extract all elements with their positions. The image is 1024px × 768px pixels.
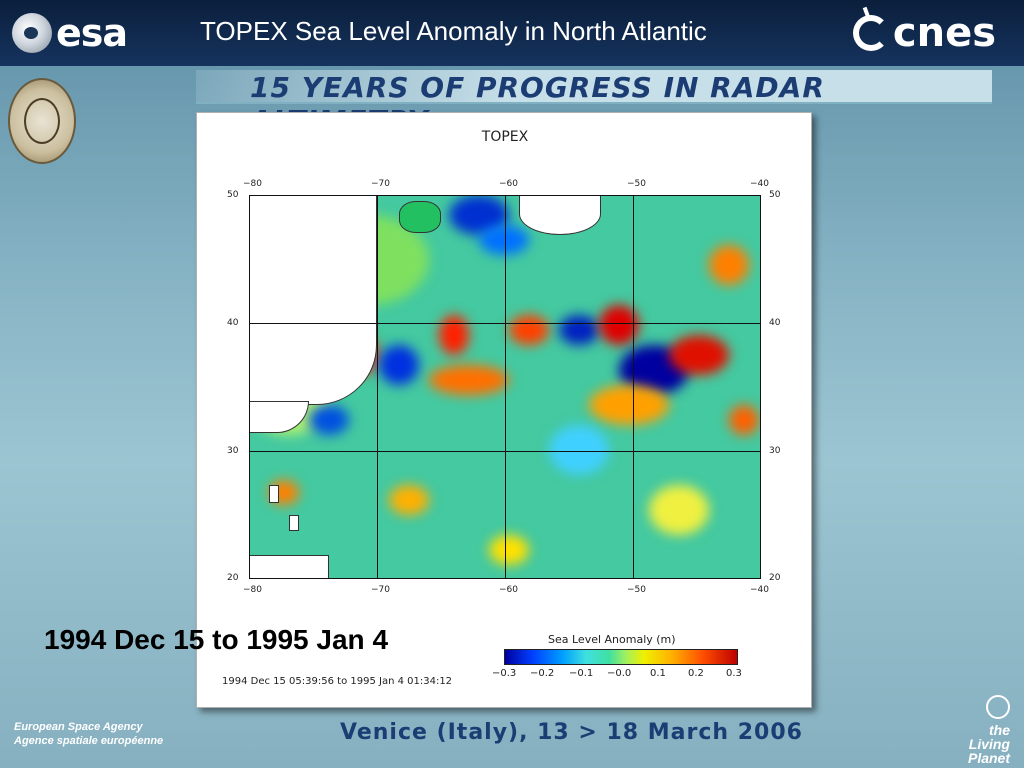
- x-tick-bottom: −60: [499, 585, 518, 595]
- colorbar-tick: 0.3: [726, 668, 742, 679]
- colorbar-tick: 0.2: [688, 668, 704, 679]
- sea-level-map: [249, 195, 761, 579]
- x-tick-bottom: −40: [750, 585, 769, 595]
- land-bahamas: [269, 485, 279, 503]
- colorbar-label: Sea Level Anomaly (m): [548, 633, 676, 646]
- y-tick-right: 30: [769, 446, 781, 456]
- anomaly-blob: [429, 365, 509, 395]
- anomaly-blob: [389, 485, 429, 515]
- map-border: [249, 195, 761, 579]
- slide-title: TOPEX Sea Level Anomaly in North Atlanti…: [200, 16, 707, 46]
- y-tick-right: 20: [769, 573, 781, 583]
- y-tick-left: 40: [227, 318, 239, 328]
- grid-line: [377, 195, 378, 579]
- living-planet-logo: the Living Planet: [940, 695, 1010, 765]
- anomaly-blob: [669, 335, 729, 375]
- anomaly-blob: [649, 485, 709, 535]
- colorbar-tick: −0.2: [530, 668, 555, 679]
- land-cuba: [249, 555, 329, 579]
- anomaly-blob: [729, 405, 759, 435]
- venue-text: Venice (Italy), 13 > 18 March 2006: [340, 720, 803, 745]
- anomaly-blob: [439, 315, 469, 355]
- x-tick-top: −70: [371, 179, 390, 189]
- conference-banner: 15 YEARS OF PROGRESS IN RADAR ALTIMETRY: [196, 70, 992, 137]
- x-tick-bottom: −50: [627, 585, 646, 595]
- living-planet-line-2: Living Planet: [967, 736, 1010, 766]
- header-bar: esa TOPEX Sea Level Anomaly in North Atl…: [0, 0, 1024, 66]
- y-tick-left: 30: [227, 446, 239, 456]
- land-bahamas: [289, 515, 299, 531]
- sea-level-figure: TOPEX −80 −70 −60 −50 −40 50 40 30 20 50…: [196, 112, 812, 708]
- esa-logo-text: esa: [56, 11, 128, 55]
- land-nova-scotia: [399, 201, 441, 233]
- esa-logo-icon: [12, 13, 52, 53]
- colorbar: [504, 649, 738, 665]
- anomaly-blob: [379, 345, 419, 385]
- living-planet-icon: [986, 695, 1010, 719]
- x-tick-bottom: −80: [243, 585, 262, 595]
- y-tick-right: 40: [769, 318, 781, 328]
- anomaly-blob: [589, 385, 669, 425]
- jhu-seal-icon: [8, 78, 76, 164]
- y-tick-left: 50: [227, 190, 239, 200]
- anomaly-blob: [559, 315, 599, 345]
- anomaly-blob: [479, 225, 529, 255]
- esa-logo: esa: [12, 10, 128, 56]
- anomaly-blob: [509, 315, 549, 345]
- agency-line-2: Agence spatiale européenne: [14, 735, 164, 747]
- figure-title: TOPEX: [481, 129, 529, 145]
- x-tick-top: −40: [750, 179, 769, 189]
- y-tick-left: 20: [227, 573, 239, 583]
- grid-line: [633, 195, 634, 579]
- agency-line-1: European Space Agency: [14, 721, 143, 733]
- anomaly-blob: [709, 245, 749, 285]
- anomaly-blob: [599, 305, 639, 345]
- colorbar-tick: −0.1: [569, 668, 594, 679]
- anomaly-blob: [489, 535, 529, 565]
- y-tick-right: 50: [769, 190, 781, 200]
- land-north-america: [249, 195, 377, 405]
- grid-line: [505, 195, 506, 579]
- x-tick-top: −60: [499, 179, 518, 189]
- date-caption: 1994 Dec 15 to 1995 Jan 4: [44, 624, 389, 655]
- grid-line: [249, 323, 761, 324]
- cnes-logo-text: cnes: [892, 10, 996, 56]
- cnes-logo-icon: [852, 15, 889, 51]
- x-tick-top: −50: [627, 179, 646, 189]
- jhu-seal-shield: [24, 98, 60, 144]
- land-newfoundland: [519, 195, 601, 235]
- date-range: 1994 Dec 15 05:39:56 to 1995 Jan 4 01:34…: [222, 676, 453, 687]
- anomaly-blob: [549, 425, 609, 475]
- x-tick-bottom: −70: [371, 585, 390, 595]
- colorbar-tick: −0.0: [607, 668, 632, 679]
- colorbar-tick: −0.3: [492, 668, 517, 679]
- colorbar-tick: 0.1: [650, 668, 666, 679]
- x-tick-top: −80: [243, 179, 262, 189]
- living-planet-line-1: the: [989, 722, 1010, 738]
- anomaly-blob: [309, 405, 349, 435]
- cnes-logo: cnes: [852, 10, 996, 56]
- agency-name: European Space Agency Agence spatiale eu…: [14, 720, 163, 748]
- grid-line: [249, 451, 761, 452]
